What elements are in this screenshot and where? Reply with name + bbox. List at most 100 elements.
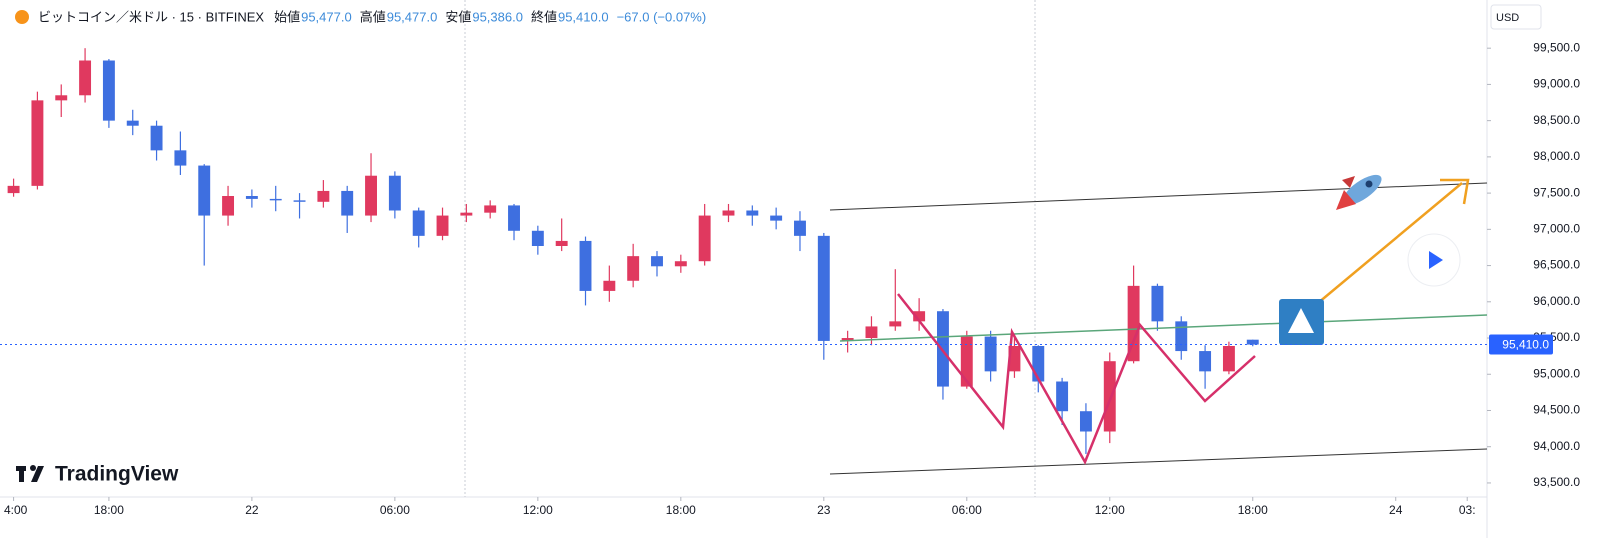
candle-body — [7, 185, 20, 194]
y-tick-label: 98,000.0 — [1533, 149, 1580, 163]
candle-body — [984, 336, 997, 372]
candle-body — [55, 95, 68, 101]
candle-body — [603, 280, 616, 291]
candle-body — [198, 165, 211, 216]
candle-body — [698, 215, 711, 262]
legend-label: 安値 — [445, 9, 471, 24]
candle-body — [269, 198, 282, 201]
candle-body — [341, 190, 354, 216]
candle-body — [1175, 321, 1188, 352]
channel-lower — [829, 448, 1488, 475]
x-tick-label: 23 — [817, 503, 831, 517]
y-tick-label: 96,000.0 — [1533, 294, 1580, 308]
currency: USD — [1496, 12, 1519, 24]
candle-body — [1103, 361, 1116, 432]
arrow-head — [1440, 178, 1470, 205]
candle-body — [436, 215, 449, 236]
legend-value: 95,410.0 — [558, 9, 609, 24]
y-tick-label: 99,000.0 — [1533, 77, 1580, 91]
candle-body — [889, 321, 902, 327]
candle-body — [841, 338, 854, 341]
x-tick-label: 12:00 — [523, 503, 553, 517]
candle-body — [1079, 411, 1092, 432]
candle-body — [388, 175, 401, 211]
x-tick-label: 06:00 — [952, 503, 982, 517]
candle-body — [1199, 351, 1212, 372]
y-tick-label: 97,000.0 — [1533, 222, 1580, 236]
candle-body — [31, 100, 44, 186]
candle-body — [531, 230, 544, 247]
last-price-label: 95,410.0 — [1502, 338, 1549, 352]
candle-body — [722, 210, 735, 216]
candle-body — [126, 120, 139, 126]
candle-body — [770, 215, 783, 221]
candle-body — [913, 311, 926, 322]
x-tick-label: 18:00 — [1238, 503, 1268, 517]
rocket — [1336, 174, 1382, 210]
x-tick-label: 24 — [1389, 503, 1403, 517]
breakout-triangle — [1288, 308, 1314, 333]
x-tick-label: 18:00 — [94, 503, 124, 517]
x-tick-label: 12:00 — [1095, 503, 1125, 517]
target-arrow — [1299, 182, 1463, 319]
candle-body — [555, 240, 568, 247]
legend-label: 始値 — [274, 9, 300, 24]
y-tick-label: 98,500.0 — [1533, 113, 1580, 127]
candle-body — [960, 336, 973, 387]
candle-body — [1056, 381, 1069, 412]
candle-body — [317, 190, 330, 202]
candle-body — [102, 60, 115, 121]
candle-body — [293, 200, 306, 202]
candle-body — [484, 205, 497, 213]
candle-body — [1032, 345, 1045, 382]
logo — [16, 465, 44, 482]
candle-body — [1222, 345, 1235, 372]
last-price-box — [1489, 334, 1553, 355]
legend-change: −67.0 (−0.07%) — [617, 9, 707, 24]
candle-body — [460, 212, 473, 216]
x-tick-label: 03: — [1459, 503, 1476, 517]
x-tick-label: 22 — [245, 503, 259, 517]
currency-box[interactable] — [1490, 4, 1542, 30]
legend-value: 95,477.0 — [387, 9, 438, 24]
candle-body — [508, 205, 520, 231]
candle-body — [865, 326, 878, 339]
legend-value: 95,386.0 — [472, 9, 523, 24]
candles — [7, 48, 1259, 454]
candle-body — [1246, 339, 1259, 345]
legend-value: 95,477.0 — [301, 9, 352, 24]
y-tick-label: 95,000.0 — [1533, 366, 1580, 380]
candle-body — [79, 60, 92, 96]
candle-body — [937, 311, 949, 387]
x-tick-label: 4:00 — [4, 503, 28, 517]
ohlc-legend: 始値 95,477.0 高値 95,477.0 安値 95,386.0 終値 95,410.0… — [274, 9, 706, 24]
candle-body — [651, 256, 663, 267]
candle-body — [627, 256, 640, 281]
candle-body — [817, 235, 830, 341]
neckline — [839, 314, 1488, 342]
candle-body — [794, 220, 806, 236]
candle-body — [150, 125, 163, 151]
y-tick-label: 99,500.0 — [1533, 40, 1580, 54]
y-tick-label: 96,500.0 — [1533, 258, 1580, 272]
x-tick-label: 18:00 — [666, 503, 696, 517]
candle-body — [1151, 285, 1164, 322]
candle-body — [365, 175, 377, 216]
candle-body — [222, 196, 235, 216]
y-tick-label: 94,500.0 — [1533, 403, 1580, 417]
candle-body — [245, 196, 258, 199]
x-tick-label: 06:00 — [380, 503, 410, 517]
coin-icon — [15, 10, 29, 24]
legend-label: 終値 — [531, 9, 557, 24]
candle-body — [1127, 285, 1140, 362]
legend-label: 高値 — [360, 9, 386, 24]
candle-body — [746, 210, 759, 216]
y-tick-label: 94,000.0 — [1533, 439, 1580, 453]
pattern-line — [897, 293, 1256, 465]
candle-body — [579, 240, 592, 291]
candle-body — [412, 210, 425, 236]
candle-body — [674, 261, 687, 267]
y-tick-label: 93,500.0 — [1533, 475, 1580, 489]
